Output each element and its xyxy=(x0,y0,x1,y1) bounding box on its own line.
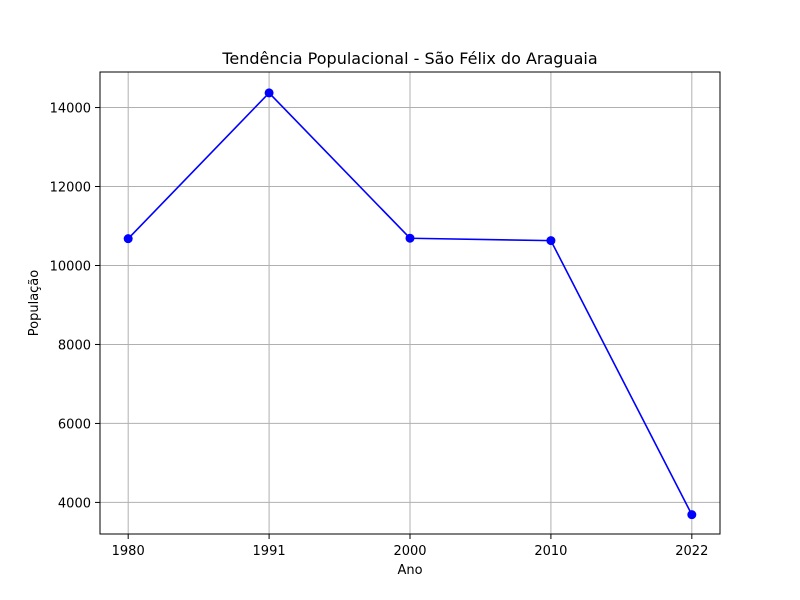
grid-layer xyxy=(100,72,720,534)
y-tick-label: 6000 xyxy=(58,417,91,432)
y-tick-label: 14000 xyxy=(50,102,91,117)
x-axis-label: Ano xyxy=(397,563,422,578)
x-tick-label: 2022 xyxy=(675,544,708,559)
x-tick-label: 1980 xyxy=(112,544,145,559)
chart-title: Tendência Populacional - São Félix do Ar… xyxy=(221,49,597,68)
data-point xyxy=(546,236,556,246)
y-tick-label: 10000 xyxy=(50,259,91,274)
x-tick-label: 2010 xyxy=(534,544,567,559)
y-tick-label: 12000 xyxy=(50,181,91,196)
series-layer xyxy=(123,88,697,520)
y-tick-label: 8000 xyxy=(58,338,91,353)
data-point xyxy=(123,234,133,244)
y-tick-label: 4000 xyxy=(58,496,91,511)
x-tick-label: 2000 xyxy=(393,544,426,559)
data-point xyxy=(687,510,697,520)
y-axis-label: População xyxy=(27,270,42,337)
data-point xyxy=(405,233,415,243)
x-tick-label: 1991 xyxy=(253,544,286,559)
ticks-layer: 1980 1991 2000 2010 2022 4000 6000 8000 10000 120… xyxy=(50,102,709,559)
data-point xyxy=(264,88,274,98)
